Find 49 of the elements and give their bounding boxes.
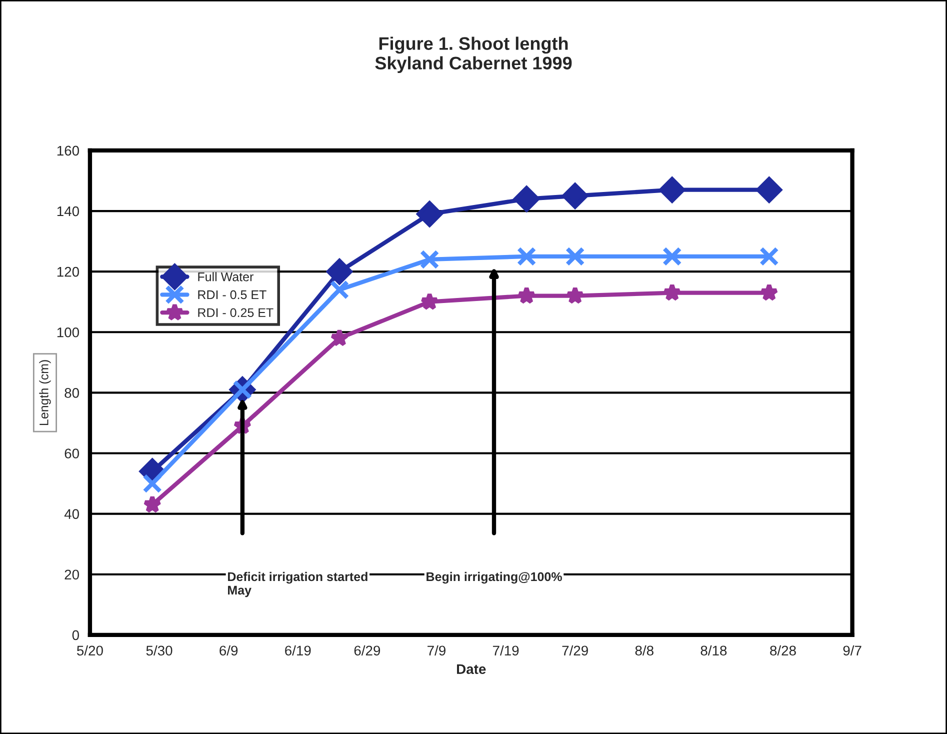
y-tick-label: 160 bbox=[57, 146, 80, 156]
point bbox=[760, 283, 778, 302]
y-tick-label: 20 bbox=[64, 570, 80, 580]
point bbox=[562, 183, 588, 209]
point bbox=[514, 186, 540, 212]
x-tick-label: 7/19 bbox=[492, 645, 519, 656]
y-tick-label: 100 bbox=[57, 327, 80, 338]
x-axis-title: Date bbox=[457, 664, 486, 674]
y-tick-label: 120 bbox=[57, 266, 80, 277]
y-tick-label: 40 bbox=[64, 509, 80, 519]
x-tick-label: 5/30 bbox=[146, 645, 172, 656]
x-tick-label: 7/9 bbox=[428, 645, 446, 656]
point bbox=[420, 292, 439, 310]
point bbox=[516, 246, 536, 266]
y-axis-title: Length (cm) bbox=[39, 360, 51, 426]
point bbox=[330, 280, 350, 300]
point bbox=[566, 286, 584, 304]
chart-title: Figure 1. Shoot length Skyland Cabernet 1999 bbox=[375, 36, 572, 74]
point bbox=[330, 328, 349, 346]
x-tick-label: 6/19 bbox=[285, 645, 311, 656]
annotation: Deficit irrigation started May bbox=[228, 572, 368, 598]
x-tick-label: 5/20 bbox=[77, 645, 103, 656]
x-tick-label: 8/28 bbox=[770, 645, 796, 656]
x-tick-label: 7/29 bbox=[562, 645, 588, 656]
point bbox=[662, 283, 682, 302]
point bbox=[659, 176, 685, 203]
point bbox=[662, 246, 682, 266]
x-tick-label: 8/8 bbox=[635, 645, 654, 656]
x-tick-label: 8/18 bbox=[700, 645, 727, 656]
y-tick-label: 80 bbox=[64, 388, 80, 398]
x-tick-label: 9/7 bbox=[843, 645, 862, 656]
legend-label: RDI - 0.5 ET bbox=[198, 290, 266, 300]
point bbox=[142, 494, 162, 513]
point bbox=[142, 474, 162, 494]
x-tick-label: 6/9 bbox=[220, 645, 238, 656]
y-tick-label: 60 bbox=[64, 448, 80, 458]
point bbox=[416, 201, 442, 227]
x-tick-label: 6/29 bbox=[354, 645, 380, 656]
y-tick-label: 140 bbox=[57, 206, 80, 216]
point bbox=[420, 250, 440, 270]
point bbox=[759, 246, 779, 266]
point bbox=[517, 286, 536, 304]
y-tick-label: 0 bbox=[72, 630, 80, 640]
legend-label: Full Water bbox=[198, 272, 254, 282]
point bbox=[565, 246, 585, 266]
point bbox=[326, 258, 352, 284]
point bbox=[756, 176, 782, 203]
legend-label: RDI - 0.25 ET bbox=[198, 308, 274, 318]
annotation: Begin irrigating@100% bbox=[426, 572, 562, 584]
